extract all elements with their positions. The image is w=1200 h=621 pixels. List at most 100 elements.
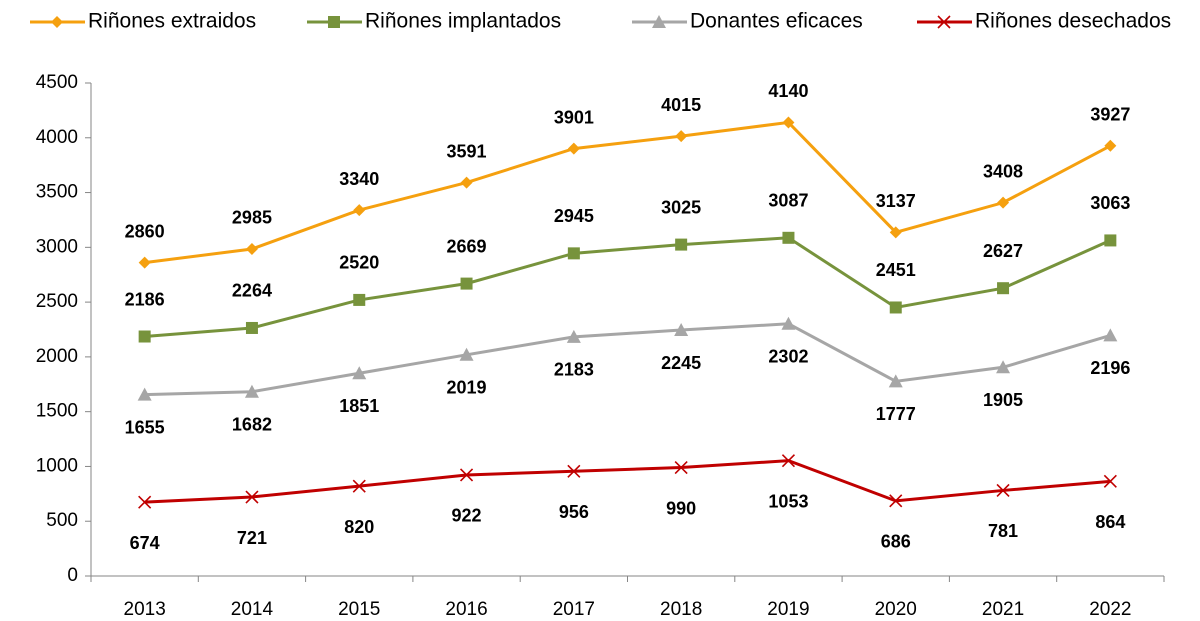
data-label: 3340: [339, 169, 379, 189]
marker: [652, 15, 666, 28]
x-tick-label: 2021: [982, 599, 1024, 620]
data-label: 2985: [232, 208, 272, 228]
marker: [137, 387, 152, 401]
marker: [889, 494, 903, 508]
marker: [996, 360, 1011, 374]
marker: [674, 460, 688, 475]
marker: [245, 490, 259, 504]
legend-label: Riñones extraidos: [88, 10, 256, 33]
data-label: 3408: [983, 161, 1023, 181]
data-label: 3901: [554, 107, 594, 127]
data-label: 2186: [125, 289, 165, 309]
marker: [51, 16, 63, 28]
data-label: 3063: [1090, 193, 1130, 213]
marker: [781, 454, 796, 468]
marker: [997, 196, 1010, 209]
marker: [353, 204, 366, 217]
y-tick-label: 500: [46, 510, 78, 531]
marker: [567, 142, 580, 155]
data-label: 4015: [661, 95, 701, 115]
marker: [459, 347, 474, 361]
legend-label: Riñones implantados: [365, 10, 561, 33]
series-line: [144, 322, 1111, 397]
y-tick-label: 3000: [36, 236, 78, 257]
x-tick-label: 2015: [338, 599, 380, 620]
y-tick-label: 3500: [36, 182, 78, 203]
y-tick-label: 4000: [36, 127, 78, 148]
data-label: 686: [881, 532, 911, 552]
marker: [353, 293, 366, 306]
x-tick-label: 2017: [553, 599, 595, 620]
marker: [138, 256, 151, 269]
data-label: 2302: [768, 347, 808, 367]
marker: [1104, 139, 1117, 152]
data-label: 3927: [1090, 105, 1130, 125]
data-label: 1777: [876, 404, 916, 424]
y-tick-label: 1500: [36, 401, 78, 422]
data-label: 990: [666, 498, 696, 518]
marker: [245, 242, 258, 255]
data-label: 2627: [983, 241, 1023, 261]
marker: [674, 323, 689, 337]
data-label: 864: [1095, 512, 1125, 532]
legend-label: Donantes eficaces: [690, 10, 863, 33]
data-label: 2451: [876, 260, 916, 280]
data-label: 3025: [661, 197, 701, 217]
data-label: 4140: [768, 81, 808, 101]
x-tick-label: 2013: [124, 599, 166, 620]
marker: [352, 366, 367, 380]
marker: [997, 282, 1010, 295]
marker: [996, 483, 1010, 498]
y-tick-label: 4500: [36, 72, 78, 93]
x-tick-label: 2022: [1089, 599, 1131, 620]
data-label: 2945: [554, 206, 594, 226]
data-label: 2196: [1090, 358, 1130, 378]
marker: [459, 468, 474, 482]
data-label: 2245: [661, 353, 701, 373]
x-tick-label: 2018: [660, 599, 702, 620]
data-label: 2860: [125, 221, 165, 241]
y-tick-label: 0: [67, 565, 78, 586]
marker: [245, 321, 258, 334]
marker: [566, 329, 581, 343]
marker: [782, 116, 795, 129]
marker: [567, 464, 581, 478]
data-label: 2264: [232, 281, 272, 301]
marker: [352, 479, 366, 493]
data-label: 3591: [447, 141, 487, 161]
data-label: 1053: [768, 491, 808, 511]
marker: [1103, 474, 1117, 488]
x-tick-label: 2014: [231, 599, 274, 620]
data-label: 3137: [876, 191, 916, 211]
marker: [328, 16, 340, 28]
series-line: [144, 236, 1111, 339]
x-tick-label: 2016: [445, 599, 487, 620]
data-label: 721: [237, 528, 267, 548]
marker: [138, 495, 152, 509]
marker: [244, 384, 259, 398]
y-tick-label: 2500: [36, 291, 78, 312]
data-label: 2183: [554, 360, 594, 380]
marker: [1103, 328, 1118, 342]
data-label: 2669: [447, 236, 487, 256]
marker: [460, 176, 473, 189]
data-label: 781: [988, 521, 1018, 541]
marker: [675, 130, 688, 143]
data-label: 820: [344, 517, 374, 537]
marker: [138, 330, 151, 343]
marker: [1104, 234, 1117, 247]
legend-label: Riñones desechados: [975, 10, 1171, 33]
marker: [888, 374, 903, 388]
y-tick-label: 1000: [36, 455, 78, 476]
data-label: 1682: [232, 414, 272, 434]
series-line: [144, 459, 1111, 504]
marker: [567, 247, 580, 260]
series-line: [144, 120, 1112, 265]
data-label: 1655: [125, 417, 165, 437]
marker: [889, 301, 902, 314]
data-label: 956: [559, 502, 589, 522]
data-label: 674: [130, 533, 160, 553]
marker: [460, 277, 473, 290]
marker: [889, 226, 902, 239]
